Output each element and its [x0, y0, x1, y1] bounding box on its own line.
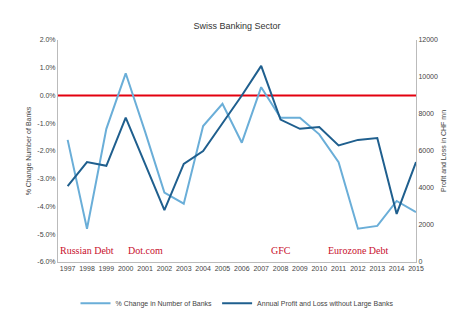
svg-text:Annual Profit and Loss without: Annual Profit and Loss without Large Ban…	[257, 300, 393, 308]
svg-text:12000: 12000	[418, 36, 438, 43]
svg-text:2002: 2002	[157, 265, 173, 272]
svg-text:Russian Debt: Russian Debt	[60, 245, 114, 256]
svg-text:2012: 2012	[350, 265, 366, 272]
svg-text:1998: 1998	[79, 265, 95, 272]
svg-text:2009: 2009	[292, 265, 308, 272]
svg-text:2008: 2008	[273, 265, 289, 272]
svg-text:-5.0%: -5.0%	[37, 231, 55, 238]
svg-text:2007: 2007	[253, 265, 269, 272]
svg-text:% Change in Number of Banks: % Change in Number of Banks	[116, 300, 213, 308]
svg-text:2000: 2000	[418, 221, 434, 228]
svg-text:2015: 2015	[408, 265, 424, 272]
svg-text:2010: 2010	[311, 265, 327, 272]
svg-text:Eurozone Debt: Eurozone Debt	[328, 245, 388, 256]
svg-text:2004: 2004	[195, 265, 211, 272]
svg-text:-6.0%: -6.0%	[37, 258, 55, 265]
svg-text:0.0%: 0.0%	[40, 92, 56, 99]
svg-text:2005: 2005	[215, 265, 231, 272]
svg-text:2014: 2014	[389, 265, 405, 272]
svg-text:Swiss Banking Sector: Swiss Banking Sector	[193, 21, 280, 31]
svg-text:4000: 4000	[418, 184, 434, 191]
svg-text:2000: 2000	[118, 265, 134, 272]
svg-text:GFC: GFC	[271, 245, 291, 256]
svg-text:1.0%: 1.0%	[40, 64, 56, 71]
svg-text:-2.0%: -2.0%	[37, 147, 55, 154]
svg-text:8000: 8000	[418, 110, 434, 117]
svg-text:% Change Number of Banks: % Change Number of Banks	[25, 106, 33, 195]
svg-text:1999: 1999	[99, 265, 115, 272]
svg-text:6000: 6000	[418, 147, 434, 154]
svg-text:2011: 2011	[331, 265, 346, 272]
svg-text:-4.0%: -4.0%	[37, 203, 55, 210]
svg-text:2001: 2001	[137, 265, 153, 272]
svg-text:-1.0%: -1.0%	[37, 120, 55, 127]
svg-text:2006: 2006	[234, 265, 250, 272]
svg-text:-3.0%: -3.0%	[37, 175, 55, 182]
svg-text:0: 0	[418, 258, 422, 265]
svg-text:10000: 10000	[418, 73, 438, 80]
svg-text:2013: 2013	[370, 265, 386, 272]
svg-text:2.0%: 2.0%	[40, 36, 56, 43]
svg-text:Dot.com: Dot.com	[128, 245, 163, 256]
svg-text:1997: 1997	[60, 265, 76, 272]
svg-text:Profit and Loss in CHF mn: Profit and Loss in CHF mn	[440, 110, 447, 192]
svg-text:2003: 2003	[176, 265, 192, 272]
